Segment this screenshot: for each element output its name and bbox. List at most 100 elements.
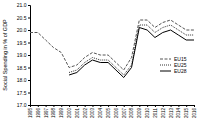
x-tick: 2000	[67, 105, 72, 118]
x-tick: 2011	[153, 105, 158, 118]
y-tick-label: 21.0	[17, 2, 27, 8]
x-tick-mark	[77, 105, 78, 107]
y-tick-label: 18.5	[17, 65, 27, 71]
x-tick-mark	[194, 105, 195, 107]
x-tick-label: 2010	[145, 108, 150, 119]
x-tick-label: 2004	[98, 108, 103, 119]
x-tick-label: 1999	[59, 108, 64, 119]
x-tick: 2007	[122, 105, 127, 118]
legend-swatch	[160, 71, 171, 72]
x-tick: 1999	[59, 105, 64, 118]
y-tick-mark	[28, 80, 30, 81]
x-tick: 1995	[28, 105, 33, 118]
x-tick: 2014	[176, 105, 181, 118]
x-tick-label: 2003	[90, 108, 95, 119]
legend-label: EU28	[174, 68, 187, 74]
y-tick-mark	[28, 5, 30, 6]
y-tick-mark	[28, 18, 30, 19]
x-tick-mark	[100, 105, 101, 107]
legend-swatch	[160, 65, 171, 66]
x-tick-label: 2005	[106, 108, 111, 119]
x-tick-label: 2000	[67, 108, 72, 119]
x-tick-mark	[171, 105, 172, 107]
y-axis-line	[28, 6, 31, 106]
x-tick-mark	[30, 105, 31, 107]
x-tick: 2012	[161, 105, 166, 118]
x-tick: 2004	[98, 105, 103, 118]
y-tick: 19.5	[17, 40, 30, 46]
y-tick: 17.0	[17, 102, 30, 108]
x-tick-mark	[108, 105, 109, 107]
x-tick-mark	[38, 105, 39, 107]
x-tick-mark	[124, 105, 125, 107]
y-tick-mark	[28, 93, 30, 94]
x-tick: 1996	[36, 105, 41, 118]
series-line	[69, 28, 194, 78]
y-tick-label: 19.5	[17, 40, 27, 46]
x-tick: 2013	[169, 105, 174, 118]
x-tick: 2016	[192, 105, 197, 118]
x-axis: 1995199619971998199920002001200220032004…	[28, 105, 197, 118]
x-tick-label: 1995	[28, 108, 33, 119]
x-tick-mark	[92, 105, 93, 107]
x-tick-mark	[163, 105, 164, 107]
y-tick-mark	[28, 68, 30, 69]
x-tick-label: 2007	[122, 108, 127, 119]
x-tick-label: 2015	[184, 108, 189, 119]
x-axis-line	[31, 106, 195, 108]
x-tick-mark	[85, 105, 86, 107]
y-tick-label: 19.0	[17, 52, 27, 58]
x-tick-label: 2016	[192, 108, 197, 119]
y-tick-mark	[28, 30, 30, 31]
x-tick-label: 2001	[75, 108, 80, 119]
x-tick-label: 2006	[114, 108, 119, 119]
x-tick-mark	[132, 105, 133, 107]
y-axis-title: Social Spending in % of GDP	[2, 19, 8, 91]
y-axis: 17.0 17.5 18.0 18.5 19.0 19.5 20.0 20.5 21.0	[17, 2, 31, 108]
y-tick: 18.0	[17, 77, 30, 83]
x-tick-mark	[178, 105, 179, 107]
x-tick: 1997	[44, 105, 49, 118]
x-tick: 2009	[137, 105, 142, 118]
y-tick: 18.5	[17, 65, 30, 71]
legend: EU15EU25EU28	[160, 56, 187, 74]
x-tick-mark	[61, 105, 62, 107]
y-tick: 17.5	[17, 90, 30, 96]
series-line	[30, 20, 194, 70]
y-tick: 21.0	[17, 2, 30, 8]
x-tick-mark	[46, 105, 47, 107]
chart: 17.0 17.5 18.0 18.5 19.0 19.5 20.0 20.5 21.0 1995…	[0, 0, 200, 125]
y-tick-mark	[28, 55, 30, 56]
x-tick-mark	[155, 105, 156, 107]
x-tick-label: 2012	[161, 108, 166, 119]
y-tick-mark	[28, 105, 30, 106]
x-tick: 2005	[106, 105, 111, 118]
x-tick-label: 2014	[176, 108, 181, 119]
y-tick: 19.0	[17, 52, 30, 58]
y-tick-label: 20.5	[17, 15, 27, 21]
x-tick-label: 2002	[83, 108, 88, 119]
y-tick-label: 18.0	[17, 77, 27, 83]
x-tick: 2008	[129, 105, 134, 118]
x-tick-mark	[147, 105, 148, 107]
x-tick: 2001	[75, 105, 80, 118]
y-tick-label: 17.5	[17, 90, 27, 96]
y-tick-label: 17.0	[17, 102, 27, 108]
plot-lines	[30, 20, 194, 78]
x-tick-label: 2013	[169, 108, 174, 119]
x-tick-mark	[53, 105, 54, 107]
x-tick-label: 1998	[51, 108, 56, 119]
y-tick: 20.0	[17, 27, 30, 33]
x-tick-label: 2009	[137, 108, 142, 119]
x-tick-label: 1997	[44, 108, 49, 119]
x-tick: 1998	[51, 105, 56, 118]
x-tick-mark	[186, 105, 187, 107]
x-tick: 2003	[90, 105, 95, 118]
y-tick: 20.5	[17, 15, 30, 21]
x-tick-label: 1996	[36, 108, 41, 119]
legend-swatch	[160, 59, 171, 60]
x-tick-label: 2011	[153, 108, 158, 118]
x-tick-mark	[69, 105, 70, 107]
x-tick: 2006	[114, 105, 119, 118]
x-tick-label: 2008	[129, 108, 134, 119]
